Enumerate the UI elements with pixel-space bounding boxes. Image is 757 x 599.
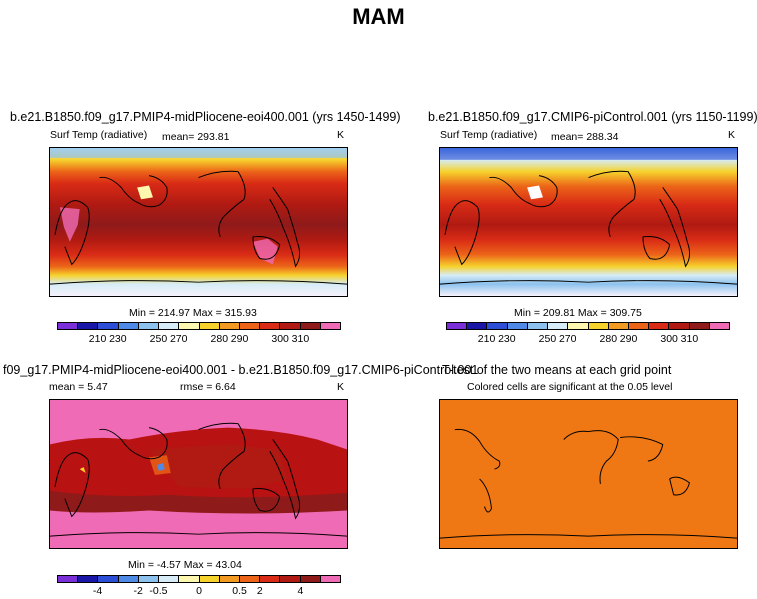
map-surface-temp-difference xyxy=(49,399,348,549)
colorbar-tick-label: 300 xyxy=(271,333,289,345)
colorbar-swatch xyxy=(58,576,79,582)
rmse-label-difference: rmse = 6.64 xyxy=(180,381,236,393)
colorbar-swatch xyxy=(138,323,160,329)
colorbar-swatch xyxy=(179,323,200,329)
colorbar-swatch xyxy=(58,323,79,329)
colorbar-tick-label: 250 xyxy=(538,333,557,345)
ttest-subtitle: Colored cells are significant at the 0.0… xyxy=(467,381,673,393)
colorbar-swatch xyxy=(280,576,301,582)
panel-title-difference: f09_g17.PMIP4-midPliocene-eoi400.001 - b… xyxy=(3,363,479,377)
minmax-label-picontrol: Min = 209.81 Max = 309.75 xyxy=(514,307,642,319)
colorbar-tick-label: 210 xyxy=(477,333,496,345)
colorbar-swatch xyxy=(159,576,180,582)
mean-label-midpliocene: mean= 293.81 xyxy=(162,131,230,143)
colorbar-swatch xyxy=(447,323,468,329)
colorbar-absolute-left xyxy=(57,322,341,330)
colorbar-swatch xyxy=(118,576,139,582)
colorbar-tick-label: 230 xyxy=(109,333,127,345)
colorbar-swatch xyxy=(548,323,569,329)
colorbar-swatch xyxy=(669,323,690,329)
colorbar-swatch xyxy=(138,576,160,582)
variable-label-picontrol: Surf Temp (radiative) xyxy=(440,129,538,141)
map-surface-temp-picontrol xyxy=(439,147,738,297)
units-label-midpliocene: K xyxy=(337,129,345,141)
colorbar-swatch xyxy=(260,576,281,582)
colorbar-swatch xyxy=(98,576,119,582)
colorbar-tick-label: 210 xyxy=(88,333,107,345)
colorbar-swatch xyxy=(320,323,341,329)
colorbar-swatch xyxy=(199,323,220,329)
colorbar-swatch xyxy=(118,323,139,329)
colorbar-labels-difference: -4 -2 -0.5 0 0.5 2 4 xyxy=(57,585,341,599)
colorbar-swatch xyxy=(588,323,609,329)
figure-title: MAM xyxy=(352,4,405,29)
colorbar-swatch xyxy=(179,576,200,582)
mean-label-difference: mean = 5.47 xyxy=(49,381,108,393)
colorbar-swatch xyxy=(98,323,119,329)
colorbar-tick-label: 230 xyxy=(498,333,516,345)
colorbar-tick-label: 290 xyxy=(619,333,638,345)
mean-label-picontrol: mean= 288.34 xyxy=(551,131,619,143)
colorbar-absolute-right xyxy=(446,322,730,330)
colorbar-swatch xyxy=(608,323,629,329)
colorbar-swatch xyxy=(260,323,281,329)
colorbar-difference xyxy=(57,575,341,583)
units-label-picontrol: K xyxy=(728,129,736,141)
colorbar-swatch xyxy=(320,576,341,582)
minmax-label-difference: Min = -4.57 Max = 43.04 xyxy=(128,559,242,571)
map-ttest-significance xyxy=(439,399,738,549)
colorbar-swatch xyxy=(507,323,528,329)
colorbar-tick-label: -2 xyxy=(133,585,143,597)
colorbar-tick-label: 4 xyxy=(297,585,304,597)
colorbar-labels-absolute-left: 210 230 250 270 280 290 300 310 xyxy=(57,333,341,347)
colorbar-tick-label: 280 xyxy=(599,333,618,345)
colorbar-swatch xyxy=(239,323,261,329)
panel-title-picontrol: b.e21.B1850.f09_g17.CMIP6-piControl.001 … xyxy=(428,110,757,124)
colorbar-swatch xyxy=(219,323,240,329)
colorbar-swatch xyxy=(628,323,650,329)
colorbar-labels-absolute-right: 210 230 250 270 280 290 300 310 xyxy=(446,333,730,347)
minmax-label-midpliocene: Min = 214.97 Max = 315.93 xyxy=(129,307,257,319)
colorbar-swatch xyxy=(689,323,710,329)
panel-title-midpliocene: b.e21.B1850.f09_g17.PMIP4-midPliocene-eo… xyxy=(10,110,401,124)
colorbar-tick-label: 280 xyxy=(210,333,229,345)
colorbar-swatch xyxy=(159,323,180,329)
colorbar-tick-label: -0.5 xyxy=(149,585,168,597)
colorbar-swatch xyxy=(300,576,321,582)
colorbar-tick-label: 250 xyxy=(149,333,168,345)
map-surface-temp-midpliocene xyxy=(49,147,348,297)
colorbar-tick-label: 0 xyxy=(196,585,202,597)
colorbar-swatch xyxy=(280,323,301,329)
colorbar-swatch xyxy=(239,576,261,582)
colorbar-tick-label: 270 xyxy=(169,333,188,345)
colorbar-swatch xyxy=(467,323,488,329)
colorbar-swatch xyxy=(649,323,670,329)
colorbar-tick-label: 270 xyxy=(558,333,577,345)
colorbar-tick-label: 310 xyxy=(291,333,310,345)
variable-label-midpliocene: Surf Temp (radiative) xyxy=(50,129,148,141)
colorbar-tick-label: -4 xyxy=(92,585,103,597)
colorbar-swatch xyxy=(487,323,508,329)
colorbar-swatch xyxy=(199,576,220,582)
colorbar-swatch xyxy=(568,323,589,329)
ttest-fill xyxy=(440,400,737,548)
colorbar-tick-label: 300 xyxy=(660,333,678,345)
colorbar-swatch xyxy=(709,323,730,329)
colorbar-swatch xyxy=(219,576,240,582)
colorbar-swatch xyxy=(78,323,99,329)
colorbar-swatch xyxy=(300,323,321,329)
colorbar-tick-label: 290 xyxy=(230,333,249,345)
colorbar-tick-label: 2 xyxy=(256,585,263,597)
units-label-difference: K xyxy=(337,381,345,393)
colorbar-tick-label: 310 xyxy=(680,333,699,345)
colorbar-swatch xyxy=(527,323,549,329)
colorbar-tick-label: 0.5 xyxy=(232,585,247,597)
panel-title-ttest: T-test of the two means at each grid poi… xyxy=(442,363,672,377)
colorbar-swatch xyxy=(78,576,99,582)
